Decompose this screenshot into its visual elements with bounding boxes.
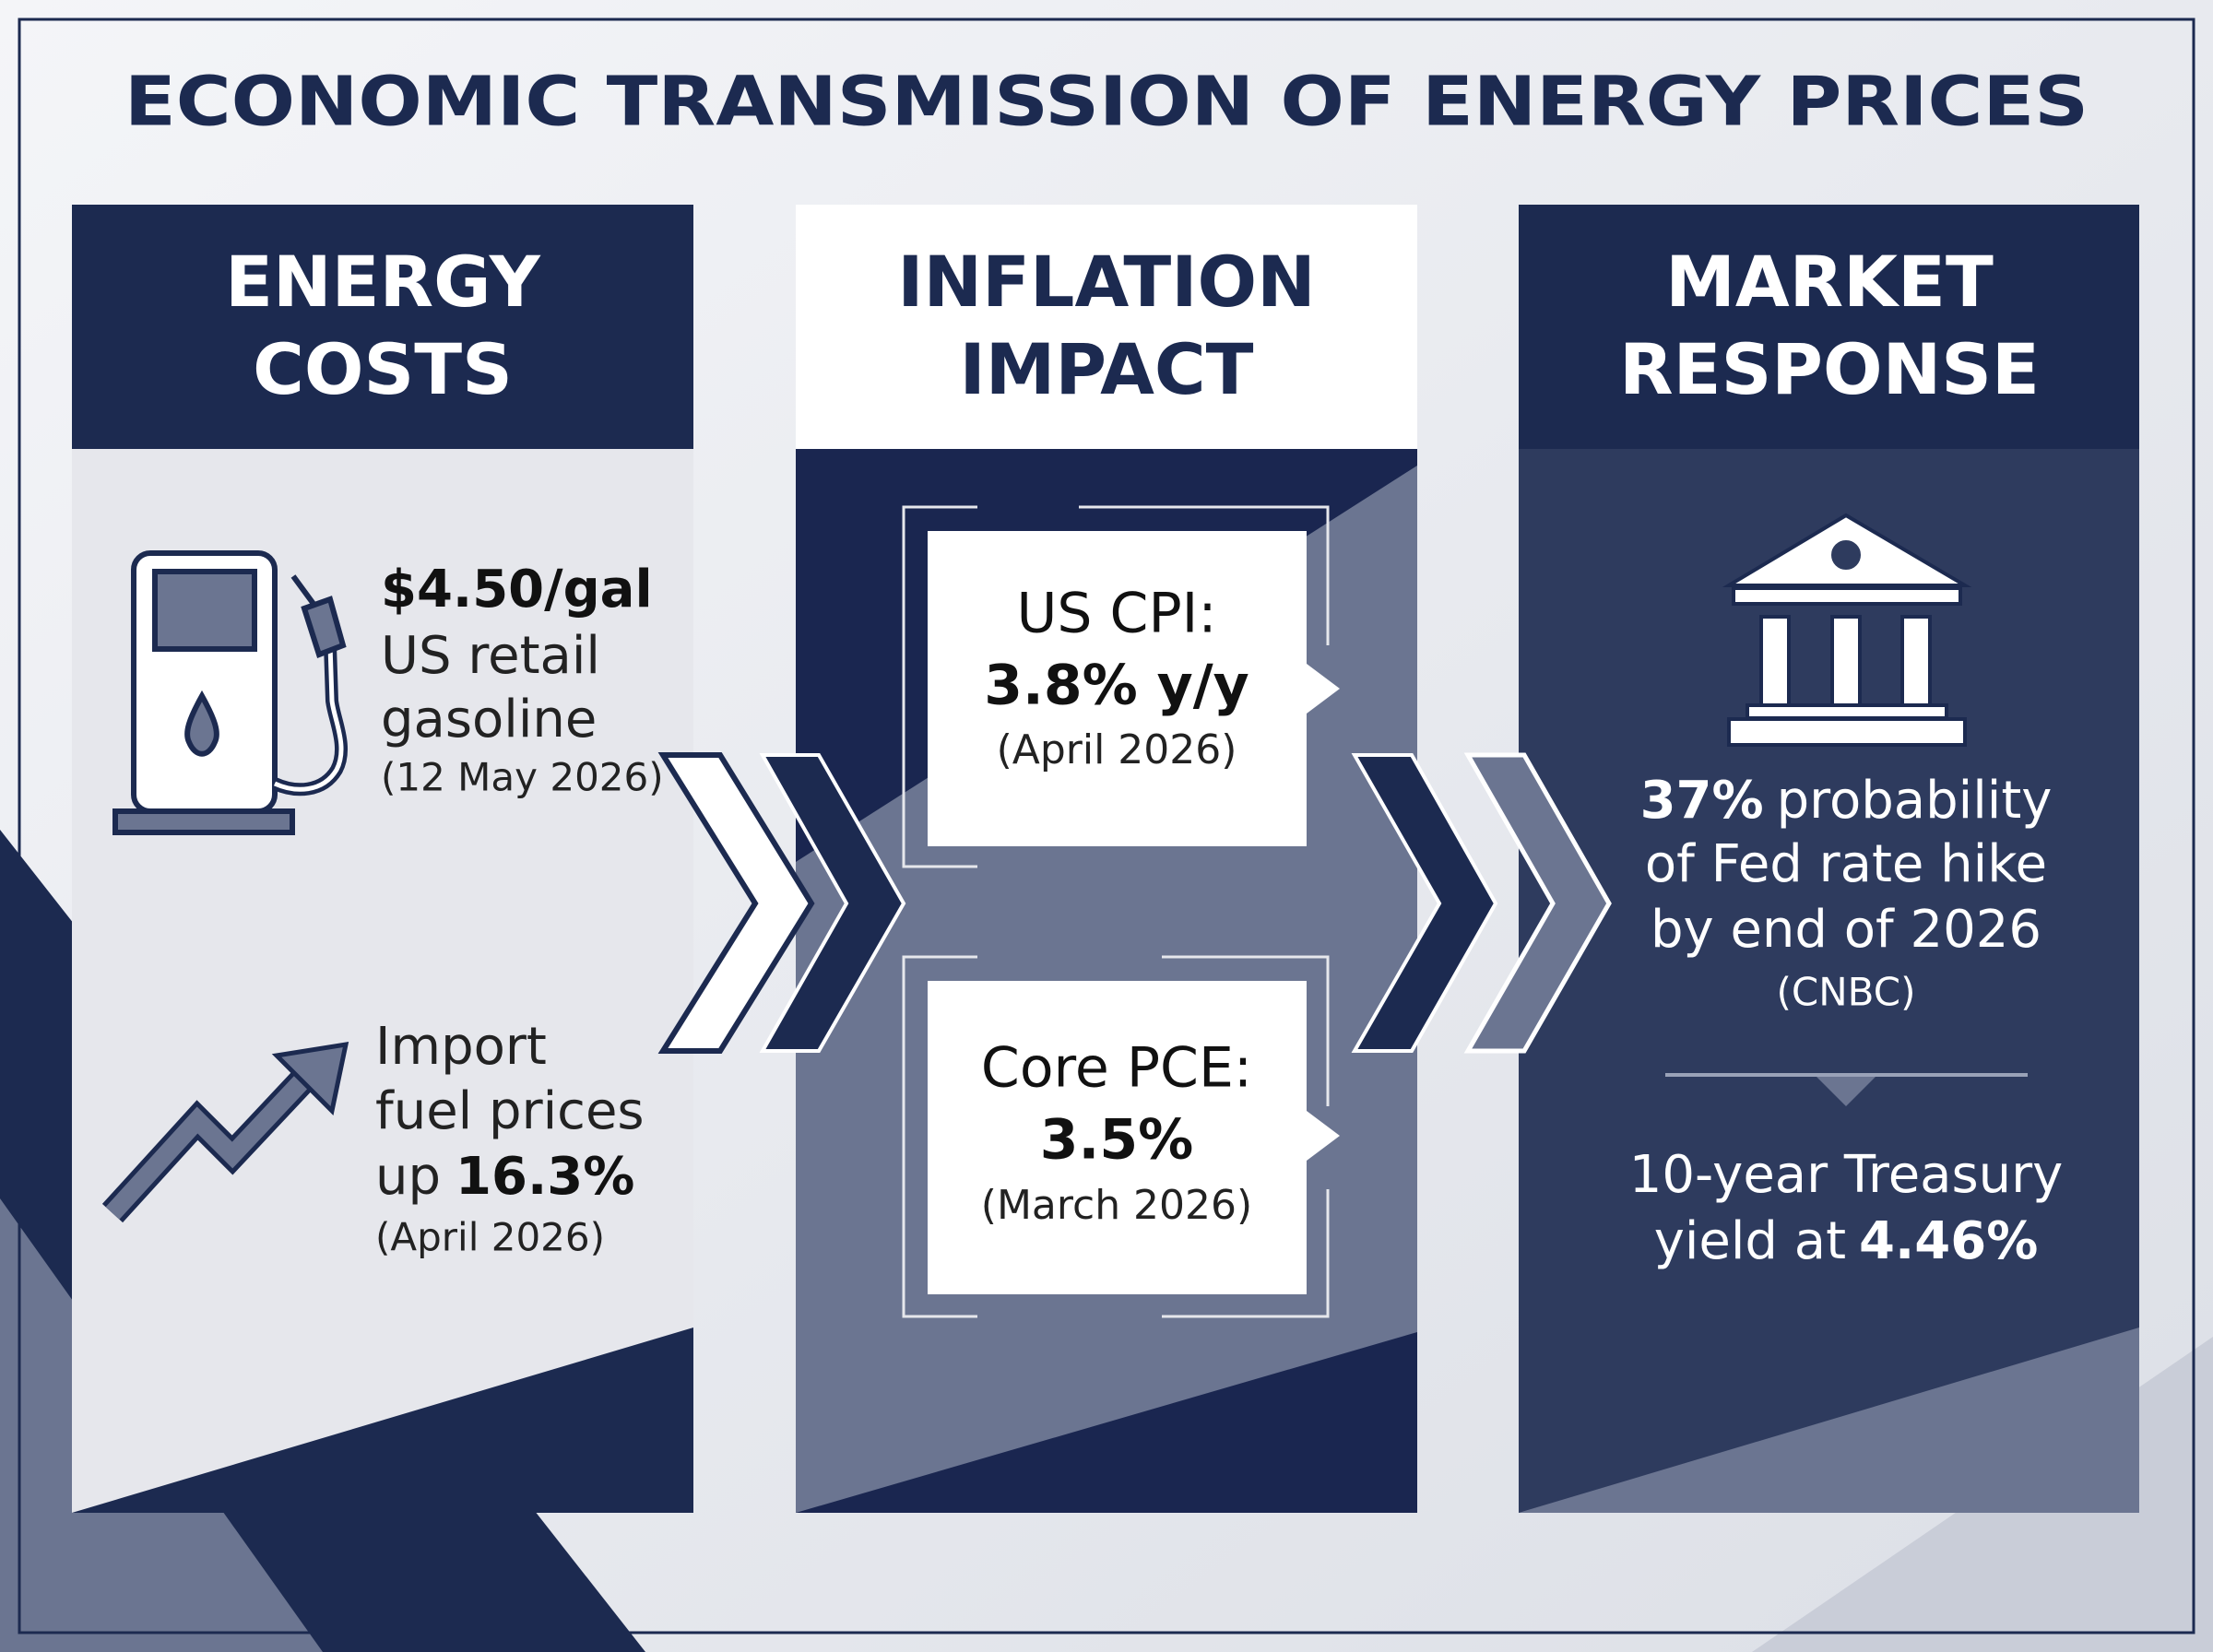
pce-label: Core PCE: [981, 1036, 1252, 1101]
cpi-label: US CPI: [1016, 582, 1216, 646]
treasury-line: yield at 4.46% [1654, 1211, 2039, 1271]
panel-heading: ENERGY [225, 241, 541, 323]
import-line: up 16.3% [375, 1147, 634, 1207]
rate-hike-text: by end of 2026 [1651, 900, 2041, 960]
cpi-date: (April 2026) [997, 726, 1237, 773]
title: ECONOMIC TRANSMISSION OF ENERGY PRICES [124, 63, 2089, 142]
gas-pump-icon [112, 550, 349, 835]
box-frame [902, 505, 1330, 1318]
panel-shape [1519, 1328, 2139, 1513]
bank-icon [1722, 513, 1972, 747]
rate-hike-text: probability [1777, 771, 2053, 831]
panel-body [1519, 449, 2139, 1513]
panel-header [72, 205, 693, 449]
import-label: Import [375, 1017, 547, 1077]
import-date: (April 2026) [375, 1215, 605, 1260]
divider-pointer [1817, 1077, 1876, 1106]
rate-hike-text: of Fed rate hike [1645, 834, 2047, 894]
gas-label: gasoline [381, 690, 597, 749]
import-label: up [375, 1147, 441, 1207]
import-change: 16.3% [456, 1147, 634, 1207]
chevron [657, 752, 815, 1054]
frame [18, 18, 2195, 1634]
pce-value: 3.5% [1040, 1108, 1193, 1173]
box-pointer [1307, 1111, 1340, 1161]
cpi-value: 3.8% y/y [984, 654, 1249, 718]
panel-heading: IMPACT [959, 328, 1253, 410]
panel-header [796, 205, 1417, 449]
treasury-value: 4.46% [1859, 1211, 2038, 1271]
panel-shape [72, 1328, 693, 1513]
chevron [1351, 753, 1498, 1053]
panel-heading: MARKET [1665, 241, 1994, 323]
pce-date: (March 2026) [981, 1182, 1252, 1229]
panel-heading: INFLATION [897, 241, 1315, 323]
rising-arrow-icon [101, 1041, 349, 1223]
panel-heading: RESPONSE [1619, 328, 2040, 410]
treasury-text: yield at [1654, 1211, 1846, 1271]
chevron [1463, 752, 1612, 1054]
rate-hike-line: 37% probability [1640, 771, 2053, 831]
panel-header [1519, 205, 2139, 449]
stat-box [928, 981, 1307, 1294]
gas-price: $4.50/gal [381, 560, 653, 620]
rate-hike-source: (CNBC) [1777, 970, 1916, 1015]
gas-date: (12 May 2026) [381, 755, 664, 800]
treasury-text: 10-year Treasury [1629, 1145, 2064, 1205]
box-pointer [1307, 664, 1340, 714]
chevron [759, 753, 906, 1053]
rate-hike-value: 37% [1640, 771, 1764, 831]
gas-price-value: $4.50/gal [381, 560, 653, 620]
panel-heading: COSTS [253, 328, 513, 410]
gas-label: US retail [381, 626, 600, 686]
import-label: fuel prices [375, 1081, 645, 1141]
stat-box [928, 531, 1307, 846]
